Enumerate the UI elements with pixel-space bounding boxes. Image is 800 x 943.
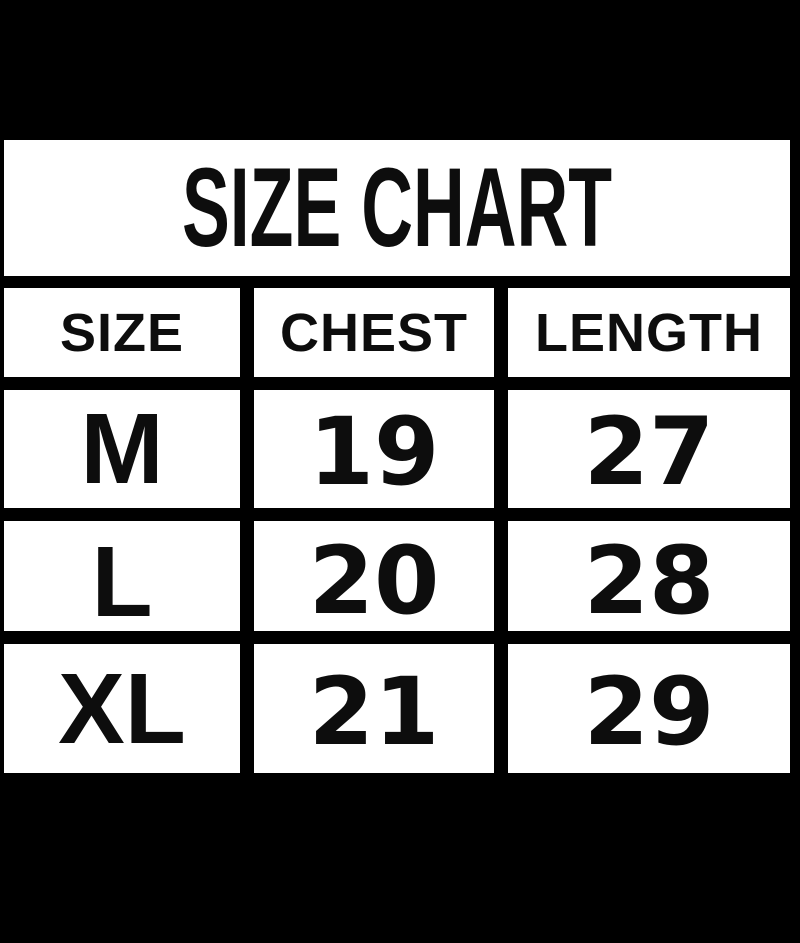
row-l-size-cell: L bbox=[4, 521, 240, 631]
column-header-length: LENGTH bbox=[508, 288, 790, 377]
row-xl-chest-value: 21 bbox=[308, 657, 440, 767]
size-chart-panel: SIZE CHART SIZE CHEST LENGTH M 19 27 L 2… bbox=[4, 140, 790, 773]
row-xl-length-value: 29 bbox=[583, 657, 715, 767]
row-m-chest-cell: 19 bbox=[254, 390, 494, 508]
row-xl-chest-cell: 21 bbox=[254, 644, 494, 773]
row-l-length-cell: 28 bbox=[508, 521, 790, 631]
row-m-size-value: M bbox=[80, 393, 164, 505]
chart-title: SIZE CHART bbox=[181, 145, 613, 270]
row-xl-size-value: XL bbox=[58, 652, 186, 765]
row-m-size-cell: M bbox=[4, 390, 240, 508]
row-l-chest-value: 20 bbox=[308, 527, 440, 631]
column-header-chest: CHEST bbox=[254, 288, 494, 377]
row-l-chest-cell: 20 bbox=[254, 521, 494, 631]
chart-title-box: SIZE CHART bbox=[4, 140, 790, 276]
column-header-chest-label: CHEST bbox=[279, 302, 468, 363]
row-l-size-value: L bbox=[91, 526, 153, 631]
row-m-chest-value: 19 bbox=[308, 398, 440, 507]
row-xl-length-cell: 29 bbox=[508, 644, 790, 773]
row-l-length-value: 28 bbox=[583, 527, 715, 631]
row-m-length-cell: 27 bbox=[508, 390, 790, 508]
column-header-size-label: SIZE bbox=[59, 302, 185, 363]
row-xl-size-cell: XL bbox=[4, 644, 240, 773]
size-table: SIZE CHEST LENGTH M 19 27 L 20 28 XL bbox=[4, 288, 790, 773]
column-header-length-label: LENGTH bbox=[535, 302, 763, 363]
column-header-size: SIZE bbox=[4, 288, 240, 377]
row-m-length-value: 27 bbox=[583, 398, 715, 507]
